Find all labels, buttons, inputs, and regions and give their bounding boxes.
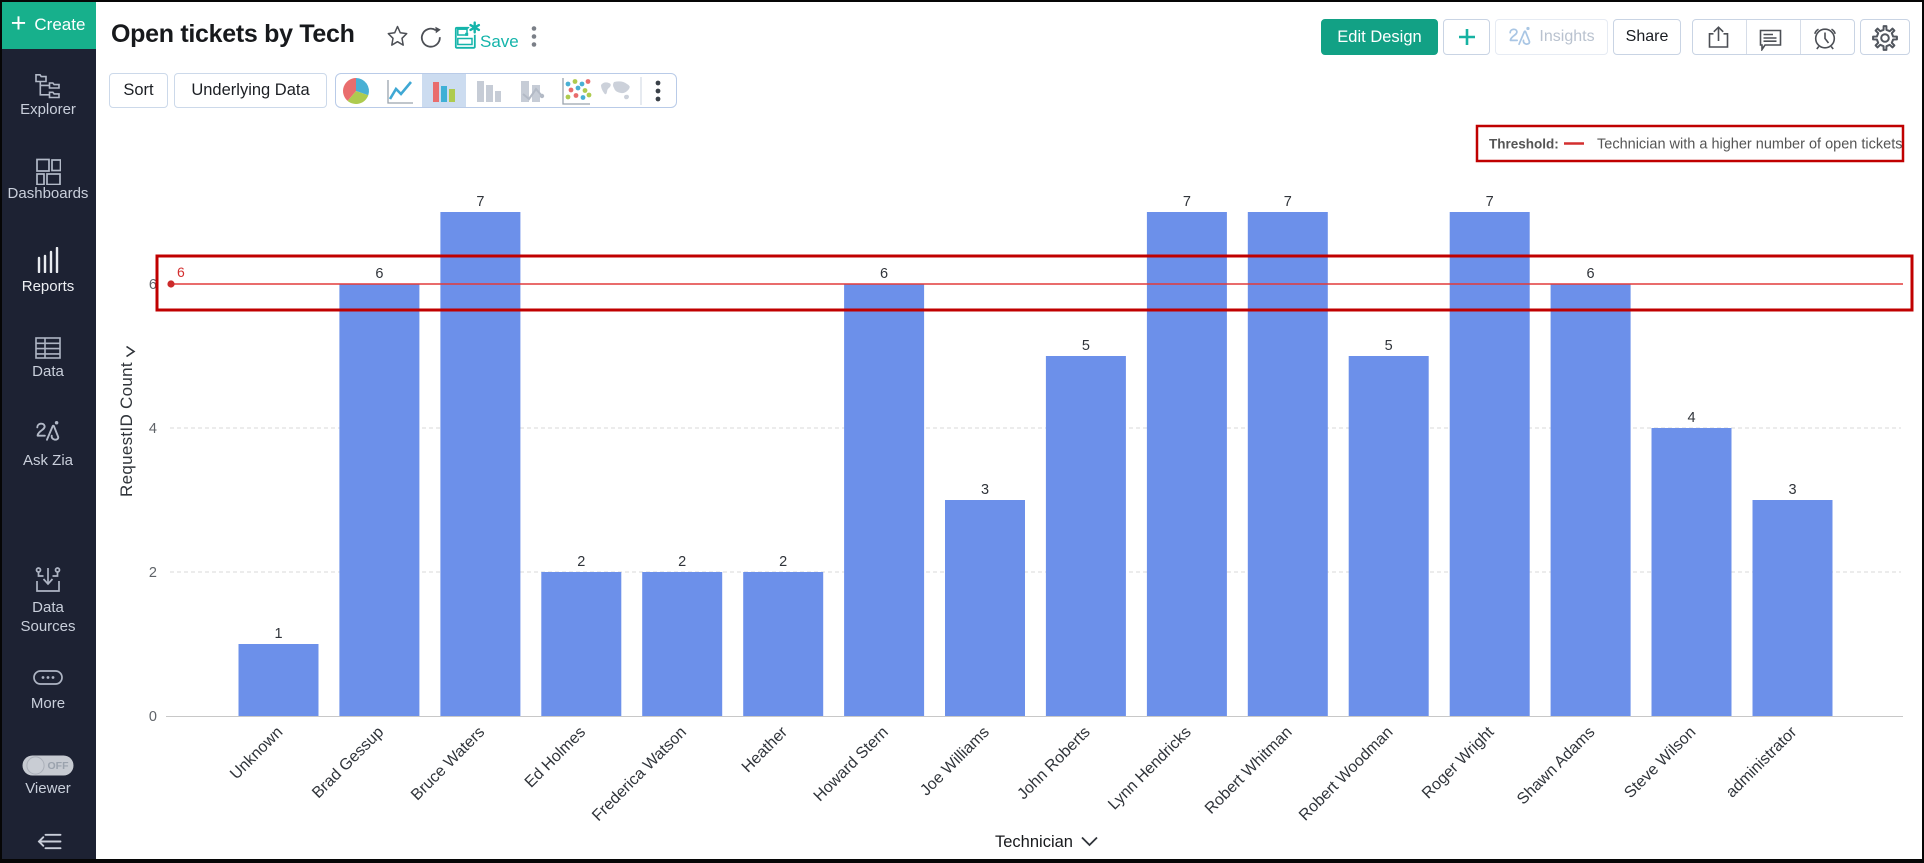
svg-text:John Roberts: John Roberts bbox=[1014, 724, 1093, 803]
svg-text:Brad Gessup: Brad Gessup bbox=[309, 724, 387, 802]
svg-text:6: 6 bbox=[177, 264, 185, 280]
svg-text:4: 4 bbox=[149, 421, 157, 437]
svg-text:5: 5 bbox=[1082, 338, 1090, 354]
svg-text:2: 2 bbox=[678, 554, 686, 570]
svg-text:2: 2 bbox=[149, 565, 157, 581]
svg-text:6: 6 bbox=[1587, 266, 1595, 282]
svg-text:Lynn Hendricks: Lynn Hendricks bbox=[1105, 724, 1195, 814]
svg-text:Technician: Technician bbox=[995, 833, 1073, 851]
svg-text:Bruce Waters: Bruce Waters bbox=[408, 724, 488, 804]
svg-text:2: 2 bbox=[577, 554, 585, 570]
svg-text:0: 0 bbox=[149, 709, 157, 725]
svg-text:administrator: administrator bbox=[1723, 723, 1801, 801]
svg-text:Robert Whitman: Robert Whitman bbox=[1202, 724, 1296, 818]
svg-text:7: 7 bbox=[1486, 194, 1494, 210]
svg-text:Ed Holmes: Ed Holmes bbox=[522, 724, 589, 791]
svg-text:Frederica Watson: Frederica Watson bbox=[589, 724, 690, 825]
svg-text:6: 6 bbox=[149, 277, 157, 293]
svg-text:Robert Woodman: Robert Woodman bbox=[1296, 724, 1396, 824]
svg-text:4: 4 bbox=[1687, 410, 1695, 426]
svg-text:7: 7 bbox=[476, 194, 484, 210]
svg-text:RequestID Count: RequestID Count bbox=[117, 362, 136, 497]
svg-text:7: 7 bbox=[1183, 194, 1191, 210]
svg-text:3: 3 bbox=[1788, 482, 1796, 498]
svg-text:6: 6 bbox=[880, 266, 888, 282]
svg-text:3: 3 bbox=[981, 482, 989, 498]
svg-text:Shawn Adams: Shawn Adams bbox=[1514, 724, 1598, 808]
svg-text:Threshold:: Threshold: bbox=[1489, 137, 1559, 152]
svg-text:Howard Stern: Howard Stern bbox=[811, 724, 892, 805]
svg-text:5: 5 bbox=[1385, 338, 1393, 354]
svg-text:Joe Williams: Joe Williams bbox=[917, 724, 993, 800]
svg-text:OFF: OFF bbox=[48, 760, 70, 772]
svg-text:7: 7 bbox=[1284, 194, 1292, 210]
svg-text:6: 6 bbox=[375, 266, 383, 282]
svg-text:Heather: Heather bbox=[739, 723, 792, 776]
svg-text:2: 2 bbox=[779, 554, 787, 570]
svg-text:Unknown: Unknown bbox=[227, 724, 286, 783]
svg-text:Roger Wright: Roger Wright bbox=[1419, 723, 1498, 802]
svg-text:Steve Wilson: Steve Wilson bbox=[1621, 724, 1699, 802]
svg-text:1: 1 bbox=[274, 626, 282, 642]
svg-text:Technician with a higher numbe: Technician with a higher number of open … bbox=[1597, 137, 1902, 153]
